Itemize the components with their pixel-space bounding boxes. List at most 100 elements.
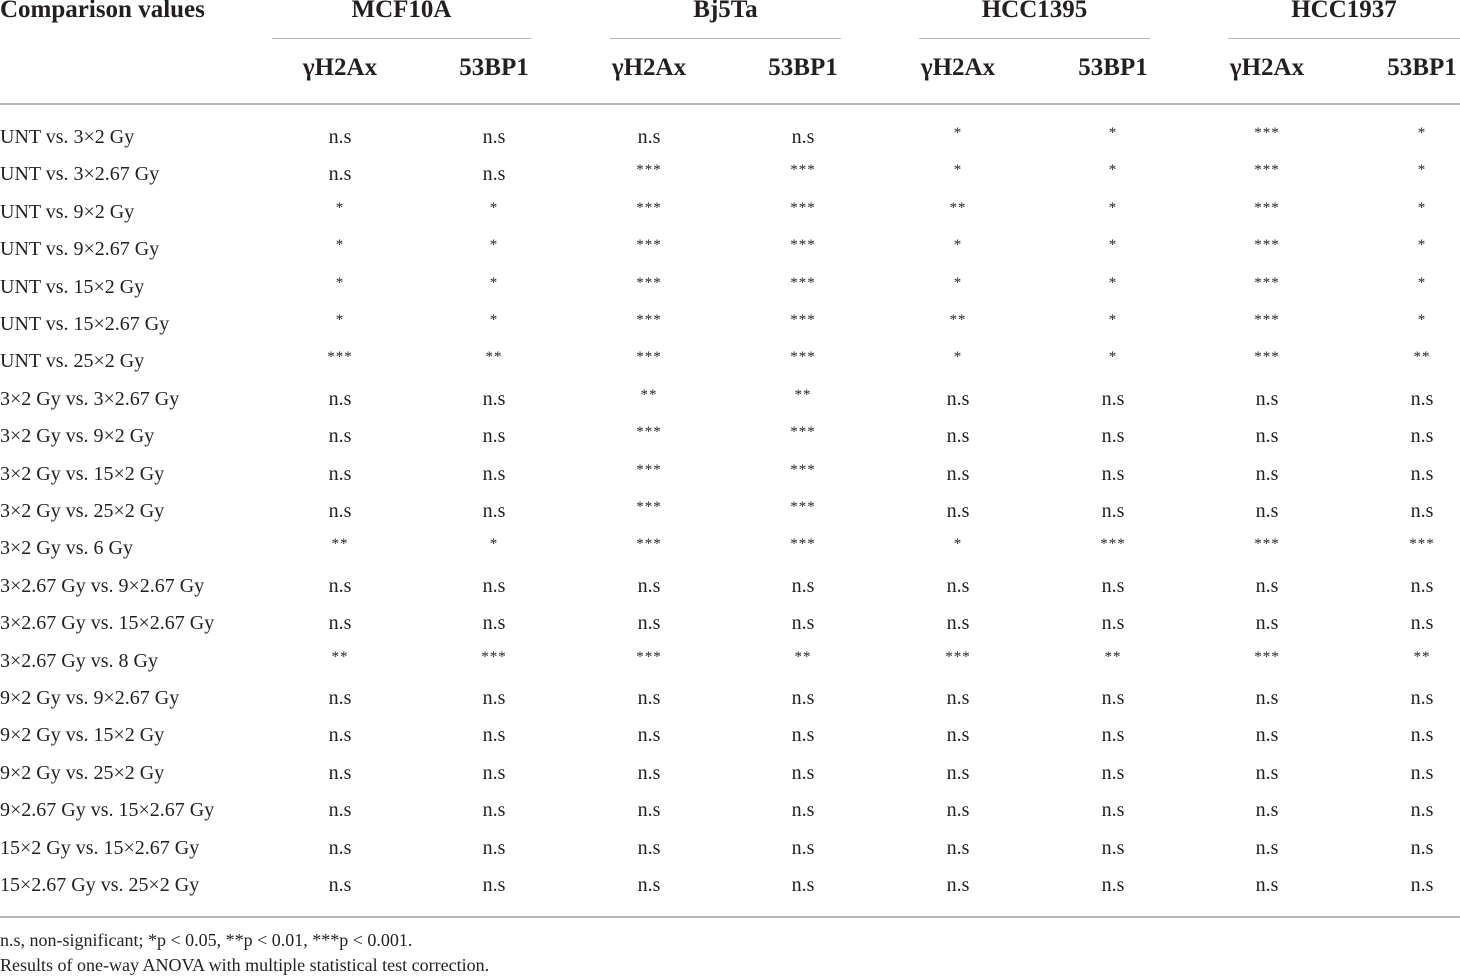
table-cell: n.s — [1410, 874, 1434, 896]
footnote-significance: n.s, non-significant; *p < 0.05, **p < 0… — [0, 930, 413, 950]
table-cell: *** — [1254, 648, 1280, 665]
table-cell: n.s — [637, 574, 661, 597]
table-cell: n.s — [482, 612, 506, 635]
table-cell: n.s — [482, 126, 506, 148]
table-cell: ** — [949, 199, 967, 216]
table-row: UNT vs. 9×2 Gy * * *** *** ** * *** * — [0, 197, 1460, 234]
table-cell: n.s — [1255, 799, 1279, 822]
table-cell: n.s — [1101, 574, 1125, 597]
table-cell: *** — [1254, 312, 1280, 328]
table-cell: n.s — [1410, 387, 1434, 410]
table-cell: * — [1417, 312, 1427, 328]
table-cell: n.s — [946, 761, 970, 784]
table-cell: n.s — [1101, 761, 1125, 784]
table-cell: *** — [1254, 125, 1280, 141]
table-row: 3×2 Gy vs. 25×2 Gy n.s n.s *** *** n.s n.s n.s n… — [0, 496, 1460, 533]
table-cell: n.s — [1410, 500, 1434, 522]
table-cell: *** — [636, 237, 662, 254]
table-cell: * — [489, 312, 499, 328]
table-cell: n.s — [1255, 874, 1279, 896]
table-cell: * — [1108, 237, 1118, 254]
table-cell: n.s — [482, 687, 506, 709]
table-cell: *** — [790, 237, 816, 254]
table-cell: n.s — [482, 799, 506, 822]
table-cell: * — [953, 349, 963, 366]
row-label: 3×2 Gy vs. 9×2 Gy — [0, 425, 155, 448]
table-cell: ** — [1104, 648, 1122, 665]
table-cell: * — [1108, 199, 1118, 216]
table-cell: n.s — [482, 500, 506, 522]
table-cell: n.s — [1255, 836, 1279, 859]
table-row: 3×2.67 Gy vs. 9×2.67 Gy n.s n.s n.s n.s n.s n.… — [0, 571, 1460, 608]
group-underline-hcc1937 — [1228, 38, 1460, 39]
table-cell: *** — [636, 199, 662, 216]
table-cell: n.s — [1101, 387, 1125, 410]
table-cell: n.s — [946, 836, 970, 859]
table-cell: * — [953, 274, 963, 291]
table-cell: ** — [794, 386, 812, 403]
table-cell: n.s — [328, 126, 352, 148]
row-label: UNT vs. 3×2.67 Gy — [0, 163, 160, 186]
table-cell: *** — [636, 274, 662, 291]
table-cell: *** — [790, 536, 816, 553]
table-cell: ** — [1413, 349, 1431, 366]
table-cell: *** — [790, 274, 816, 291]
table-cell: n.s — [1410, 612, 1434, 635]
group-header-mcf10a: MCF10A — [351, 0, 452, 23]
row-label: UNT vs. 3×2 Gy — [0, 126, 135, 148]
table-cell: ** — [1413, 648, 1431, 665]
table-cell: * — [489, 199, 499, 216]
table-cell: * — [1108, 349, 1118, 366]
table-cell: n.s — [328, 425, 352, 448]
group-header-bj5ta: Bj5Ta — [693, 0, 758, 23]
row-label: 3×2 Gy vs. 3×2.67 Gy — [0, 387, 180, 410]
bottom-rule — [0, 916, 1460, 918]
table-row: 3×2.67 Gy vs. 15×2.67 Gy n.s n.s n.s n.s n.s n… — [0, 608, 1460, 645]
table-cell: n.s — [1255, 761, 1279, 784]
table-cell: n.s — [1255, 462, 1279, 485]
row-label: 3×2 Gy vs. 6 Gy — [0, 537, 133, 560]
table-cell: n.s — [637, 724, 661, 747]
row-label: UNT vs. 25×2 Gy — [0, 350, 145, 373]
row-label: UNT vs. 15×2 Gy — [0, 275, 145, 298]
table-cell: n.s — [328, 163, 352, 186]
group-underline-mcf10a — [272, 38, 531, 39]
table-cell: * — [1108, 274, 1118, 291]
table-cell: n.s — [946, 387, 970, 410]
table-cell: * — [1417, 162, 1427, 179]
table-cell: n.s — [482, 724, 506, 747]
table-cell: * — [489, 274, 499, 291]
table-cell: * — [335, 274, 345, 291]
row-label: 3×2.67 Gy vs. 8 Gy — [0, 649, 158, 672]
table-cell: * — [1108, 125, 1118, 141]
table-cell: n.s — [482, 761, 506, 784]
table-row: 3×2 Gy vs. 3×2.67 Gy n.s n.s ** ** n.s n.s n.s n… — [0, 384, 1460, 421]
table-cell: n.s — [1255, 425, 1279, 448]
table-row: 9×2 Gy vs. 25×2 Gy n.s n.s n.s n.s n.s n.s n.s n… — [0, 758, 1460, 795]
table-cell: n.s — [1410, 799, 1434, 822]
row-label: 3×2.67 Gy vs. 15×2.67 Gy — [0, 612, 215, 635]
table-cell: n.s — [1101, 687, 1125, 709]
table-cell: n.s — [637, 612, 661, 635]
table-cell: n.s — [1410, 687, 1434, 709]
table-cell: n.s — [1101, 836, 1125, 859]
footnote-method: Results of one-way ANOVA with multiple s… — [0, 955, 490, 975]
table-cell: *** — [636, 312, 662, 328]
table-cell: *** — [790, 162, 816, 179]
table-cell: * — [335, 199, 345, 216]
table-cell: n.s — [1101, 462, 1125, 485]
table-cell: n.s — [791, 761, 815, 784]
table-cell: n.s — [791, 874, 815, 896]
table-cell: n.s — [1255, 574, 1279, 597]
group-underline-bj5ta — [610, 38, 841, 39]
table-cell: ** — [331, 648, 349, 665]
table-cell: n.s — [328, 462, 352, 485]
table-cell: n.s — [791, 799, 815, 822]
table-cell: *** — [636, 461, 662, 478]
table-cell: *** — [790, 312, 816, 328]
table-cell: * — [1108, 312, 1118, 328]
table-cell: *** — [636, 536, 662, 553]
table-cell: n.s — [637, 874, 661, 896]
table-cell: n.s — [637, 126, 661, 148]
table-cell: * — [335, 237, 345, 254]
